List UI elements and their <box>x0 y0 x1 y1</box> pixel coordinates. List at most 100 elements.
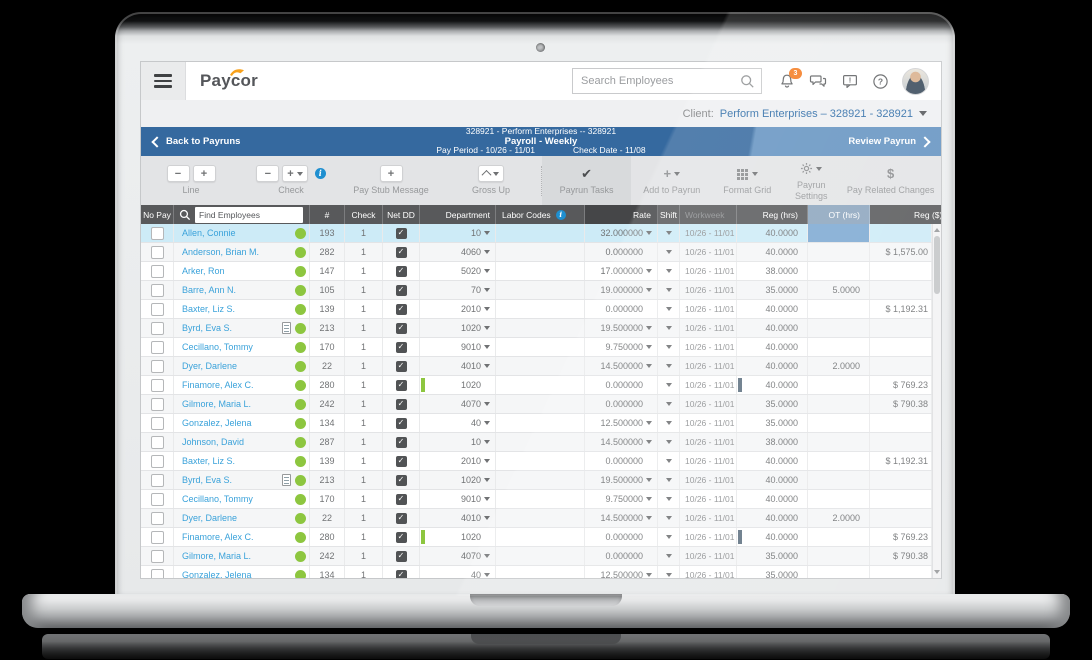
employee-name-link[interactable]: Gilmore, Maria L. <box>182 399 252 409</box>
net-dd-checkbox[interactable]: ✓ <box>395 436 407 448</box>
labor-codes-cell[interactable] <box>496 528 585 546</box>
format-grid-button[interactable]: Format Grid <box>712 156 782 205</box>
net-dd-checkbox[interactable]: ✓ <box>395 493 407 505</box>
no-pay-checkbox[interactable] <box>150 245 164 259</box>
no-pay-checkbox[interactable] <box>150 321 164 335</box>
department-dropdown-caret[interactable] <box>484 288 490 292</box>
user-avatar[interactable] <box>902 67 929 95</box>
ot-hours-cell[interactable] <box>808 471 870 489</box>
net-dd-checkbox[interactable]: ✓ <box>395 474 407 486</box>
employee-name-link[interactable]: Baxter, Liz S. <box>182 456 236 466</box>
ot-hours-cell[interactable] <box>808 528 870 546</box>
no-pay-checkbox[interactable] <box>150 549 164 563</box>
ot-hours-cell[interactable]: 2.0000 <box>808 357 870 375</box>
search-icon[interactable] <box>740 74 755 89</box>
labor-codes-cell[interactable] <box>496 490 585 508</box>
department-dropdown-caret[interactable] <box>484 250 490 254</box>
no-pay-checkbox[interactable] <box>150 359 164 373</box>
employee-name-link[interactable]: Gilmore, Maria L. <box>182 551 252 561</box>
ot-hours-cell[interactable] <box>808 490 870 508</box>
line-minus-button[interactable]: − <box>166 165 190 183</box>
department-dropdown-caret[interactable] <box>484 573 490 577</box>
department-dropdown-caret[interactable] <box>484 402 490 406</box>
department-dropdown-caret[interactable] <box>484 231 490 235</box>
ot-hours-cell[interactable] <box>808 243 870 261</box>
shift-dropdown-caret[interactable] <box>665 573 672 577</box>
employee-name-link[interactable]: Allen, Connie <box>182 228 236 238</box>
add-to-payrun-button[interactable]: + Add to Payrun <box>631 156 712 205</box>
no-pay-checkbox[interactable] <box>150 378 164 392</box>
labor-codes-cell[interactable] <box>496 452 585 470</box>
shift-dropdown-caret[interactable] <box>665 440 672 444</box>
employee-name-link[interactable]: Dyer, Darlene <box>182 513 238 523</box>
feedback-alert-icon[interactable]: ! <box>841 73 859 89</box>
net-dd-checkbox[interactable]: ✓ <box>395 417 407 429</box>
labor-codes-cell[interactable] <box>496 566 585 578</box>
ot-hours-cell[interactable] <box>808 433 870 451</box>
no-pay-checkbox[interactable] <box>150 511 164 525</box>
ot-hours-cell[interactable] <box>808 566 870 578</box>
labor-codes-cell[interactable] <box>496 509 585 527</box>
rate-dropdown-caret[interactable] <box>646 326 652 330</box>
no-pay-checkbox[interactable] <box>150 283 164 297</box>
department-dropdown-caret[interactable] <box>484 554 490 558</box>
document-icon[interactable] <box>282 474 291 486</box>
department-dropdown-caret[interactable] <box>484 345 490 349</box>
employee-name-link[interactable]: Byrd, Eva S. <box>182 475 233 485</box>
rate-dropdown-caret[interactable] <box>646 516 652 520</box>
shift-dropdown-caret[interactable] <box>665 231 672 235</box>
shift-dropdown-caret[interactable] <box>665 269 672 273</box>
department-dropdown-caret[interactable] <box>484 421 490 425</box>
rate-dropdown-caret[interactable] <box>646 364 652 368</box>
shift-dropdown-caret[interactable] <box>665 459 672 463</box>
no-pay-checkbox[interactable] <box>150 264 164 278</box>
payrun-settings-button[interactable]: Payrun Settings <box>782 156 840 205</box>
shift-dropdown-caret[interactable] <box>665 383 672 387</box>
department-dropdown-caret[interactable] <box>484 269 490 273</box>
rate-dropdown-caret[interactable] <box>646 345 652 349</box>
employee-name-link[interactable]: Byrd, Eva S. <box>182 323 233 333</box>
net-dd-checkbox[interactable]: ✓ <box>395 550 407 562</box>
labor-codes-cell[interactable] <box>496 395 585 413</box>
no-pay-checkbox[interactable] <box>150 416 164 430</box>
employee-name-link[interactable]: Johnson, David <box>182 437 245 447</box>
scroll-thumb[interactable] <box>934 236 940 294</box>
employee-name-link[interactable]: Barre, Ann N. <box>182 285 237 295</box>
client-dropdown-caret[interactable] <box>919 111 927 116</box>
labor-codes-cell[interactable] <box>496 376 585 394</box>
employee-name-link[interactable]: Finamore, Alex C. <box>182 532 254 542</box>
shift-dropdown-caret[interactable] <box>665 326 672 330</box>
pay-related-changes-button[interactable]: $ Pay Related Changes <box>840 156 941 205</box>
net-dd-checkbox[interactable]: ✓ <box>395 265 407 277</box>
department-dropdown-caret[interactable] <box>484 326 490 330</box>
gross-up-button[interactable] <box>478 165 504 183</box>
labor-codes-cell[interactable] <box>496 243 585 261</box>
labor-codes-cell[interactable] <box>496 433 585 451</box>
department-dropdown-caret[interactable] <box>484 516 490 520</box>
vertical-scrollbar[interactable] <box>932 224 941 578</box>
net-dd-checkbox[interactable]: ✓ <box>395 341 407 353</box>
shift-dropdown-caret[interactable] <box>665 345 672 349</box>
employee-name-link[interactable]: Arker, Ron <box>182 266 225 276</box>
shift-dropdown-caret[interactable] <box>665 516 672 520</box>
employee-name-link[interactable]: Gonzalez, Jelena <box>182 418 252 428</box>
employee-name-link[interactable]: Baxter, Liz S. <box>182 304 236 314</box>
employee-name-link[interactable]: Anderson, Brian M. <box>182 247 260 257</box>
ot-hours-cell[interactable] <box>808 300 870 318</box>
ot-hours-cell[interactable] <box>808 547 870 565</box>
employee-name-link[interactable]: Cecillano, Tommy <box>182 342 253 352</box>
net-dd-checkbox[interactable]: ✓ <box>395 284 407 296</box>
ot-hours-cell[interactable] <box>808 338 870 356</box>
employee-name-link[interactable]: Dyer, Darlene <box>182 361 238 371</box>
no-pay-checkbox[interactable] <box>150 473 164 487</box>
rate-dropdown-caret[interactable] <box>646 440 652 444</box>
shift-dropdown-caret[interactable] <box>665 535 672 539</box>
employee-name-link[interactable]: Cecillano, Tommy <box>182 494 253 504</box>
document-icon[interactable] <box>282 322 291 334</box>
shift-dropdown-caret[interactable] <box>665 402 672 406</box>
shift-dropdown-caret[interactable] <box>665 288 672 292</box>
shift-dropdown-caret[interactable] <box>665 307 672 311</box>
net-dd-checkbox[interactable]: ✓ <box>395 246 407 258</box>
rate-dropdown-caret[interactable] <box>646 288 652 292</box>
rate-dropdown-caret[interactable] <box>646 231 652 235</box>
